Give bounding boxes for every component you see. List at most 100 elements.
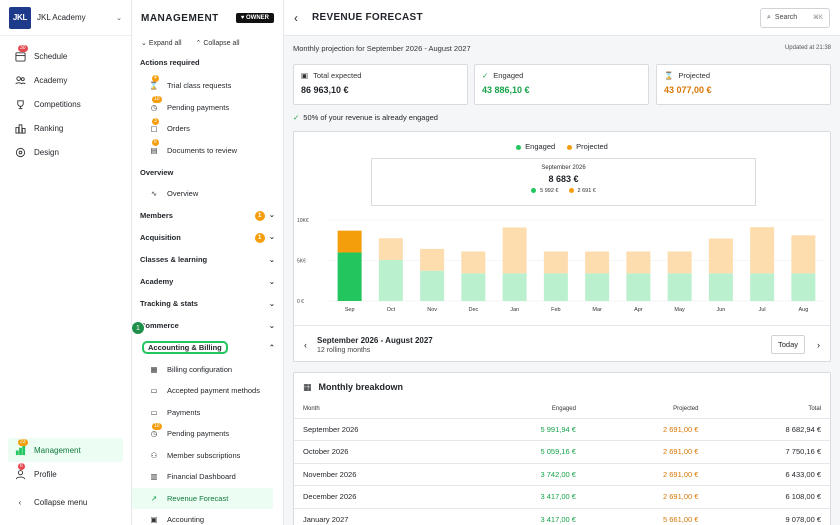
- legend-engaged: Engaged: [516, 142, 555, 151]
- document-icon: ▤ 6: [150, 139, 159, 155]
- chart-icon: 23: [14, 439, 28, 456]
- bar-projected-jan: [502, 227, 527, 274]
- hourglass-icon: ⌛: [664, 71, 674, 80]
- bar-engaged-apr: [626, 273, 651, 301]
- period-navigator: ‹ September 2026 - August 2027 12 rollin…: [294, 325, 830, 363]
- y-tick-label: 10K€: [297, 218, 309, 224]
- sidebar-item-management[interactable]: 23 Management: [8, 438, 123, 462]
- updated-time: Updated at 21:38: [784, 45, 831, 51]
- main-content: ‹ REVENUE FORECAST ⌕ Search ⌘K Monthly p…: [284, 0, 840, 525]
- collapse-menu-label: Collapse menu: [34, 497, 88, 507]
- bar-engaged-jan: [502, 273, 527, 301]
- sidebar-item-ranking[interactable]: Ranking: [0, 116, 131, 140]
- clock-icon: ◷ 10: [150, 422, 162, 439]
- legend-projected: Projected: [567, 142, 608, 151]
- owner-badge: ♥ OWNER: [235, 13, 274, 23]
- nav-pending-payments-billing[interactable]: ◷ 10 Pending payments: [132, 422, 283, 445]
- bar-projected-aug: [791, 235, 816, 274]
- nav-overview[interactable]: ∿ Overview: [132, 183, 283, 205]
- search-shortcut: ⌘K: [812, 15, 823, 21]
- prev-period-button[interactable]: ‹: [304, 339, 307, 350]
- bar-engaged-oct: [378, 260, 403, 301]
- profile-badge: 6: [18, 463, 25, 470]
- kpi-value: 86 963,10 €: [301, 85, 349, 95]
- today-button[interactable]: Today: [770, 335, 805, 354]
- bar-engaged-aug: [791, 273, 816, 301]
- nav-orders[interactable]: ▢ 3 Orders: [132, 117, 283, 140]
- sidebar-item-label: Ranking: [34, 123, 64, 133]
- search-label: Search: [774, 14, 798, 21]
- sidebar-item-profile[interactable]: 6 Profile: [0, 462, 131, 486]
- nav-billing-configuration[interactable]: ▦ Billing configuration: [132, 359, 283, 381]
- user-icon: 6: [14, 463, 26, 480]
- next-period-button[interactable]: ›: [817, 339, 820, 350]
- x-tick-label: Sep: [345, 307, 355, 313]
- section-acquisition[interactable]: Acquisition 1 ⌄: [140, 232, 275, 243]
- collapse-menu-button[interactable]: ‹ Collapse menu: [0, 490, 131, 514]
- nav-accounting[interactable]: ▣ Accounting: [132, 509, 283, 525]
- bar-projected-nov: [420, 248, 445, 271]
- period-label: September 2026 - August 2027: [317, 335, 433, 345]
- section-classes[interactable]: Classes & learning ⌄: [140, 255, 275, 264]
- forecast-bar-chart[interactable]: 0 € 5K€ 10K€ Sep Oct Nov Dec Jan Feb Mar Apr May Jun…: [294, 214, 832, 324]
- sidebar-item-schedule[interactable]: 30 Schedule: [0, 44, 131, 68]
- table-row: January 2027 3 417,00 €5 661,00 €9 078,00…: [294, 507, 830, 525]
- breakdown-table: Month Engaged Projected Total September …: [294, 401, 830, 525]
- calculator-icon: ▣: [150, 515, 158, 525]
- overview-heading: Overview: [140, 167, 174, 177]
- wallet-icon: ▭: [150, 386, 158, 396]
- trend-icon: ↗: [150, 493, 158, 503]
- bar-projected-jul: [750, 227, 775, 274]
- calendar-icon: 30: [14, 45, 28, 62]
- kpi-value: 43 886,10 €: [482, 85, 530, 95]
- nav-documents-to-review[interactable]: ▤ 6 Documents to review: [132, 139, 283, 162]
- bar-projected-jun: [708, 238, 733, 274]
- section-tracking[interactable]: Tracking & stats ⌄: [140, 299, 275, 308]
- nav-payments[interactable]: ▭ Payments: [132, 402, 283, 424]
- y-tick-label: 5K€: [297, 259, 306, 265]
- chart-legend: Engaged Projected: [294, 142, 830, 151]
- breakdown-title: Monthly breakdown: [318, 382, 404, 392]
- org-name: JKL Academy: [37, 13, 86, 22]
- users-icon: [14, 74, 26, 86]
- nav-trial-class-requests[interactable]: ⌛ 4 Trial class requests: [149, 74, 232, 91]
- collapse-all-button[interactable]: ⌃ Collapse all: [195, 40, 240, 47]
- back-button[interactable]: ‹: [294, 10, 298, 25]
- section-commerce[interactable]: Commerce ⌄: [140, 321, 275, 330]
- section-members[interactable]: Members 1 ⌄: [140, 210, 275, 221]
- nav-accepted-payment-methods[interactable]: ▭ Accepted payment methods: [132, 380, 283, 402]
- nav-pending-payments[interactable]: ◷ 10 Pending payments: [132, 96, 283, 119]
- sidebar-item-design[interactable]: Design: [0, 140, 131, 164]
- users-icon: ⚇: [150, 450, 158, 460]
- table-row: November 2026 3 742,00 €2 691,00 €6 433,0…: [294, 462, 830, 486]
- panel-title: MANAGEMENT: [141, 12, 219, 24]
- col-engaged: Engaged: [551, 406, 576, 413]
- expand-all-button[interactable]: ⌄ Expand all: [141, 40, 182, 47]
- bar-engaged-nov: [420, 270, 445, 301]
- sidebar-item-academy[interactable]: Academy: [0, 68, 131, 92]
- search-button[interactable]: ⌕ Search ⌘K: [760, 7, 830, 28]
- pulse-icon: ∿: [150, 189, 158, 199]
- bar-projected-dec: [461, 251, 486, 274]
- sidebar-item-competitions[interactable]: Competitions: [0, 92, 131, 116]
- chart-tooltip: September 2026 8 683 € 5 992 € 2 691 €: [371, 158, 756, 206]
- nav-financial-dashboard[interactable]: ▥ Financial Dashboard: [132, 466, 283, 488]
- main-sidebar: JKL JKL Academy ⌄ 30 Schedule Academy Co…: [0, 0, 132, 525]
- sidebar-item-label: Design: [34, 147, 59, 157]
- col-month: Month: [303, 406, 320, 413]
- chevron-left-icon: ‹: [18, 497, 22, 507]
- trophy-icon: [14, 98, 26, 110]
- nav-member-subscriptions[interactable]: ⚇ Member subscriptions: [132, 445, 283, 467]
- nav-revenue-forecast[interactable]: ↗ Revenue Forecast: [132, 487, 273, 509]
- sidebar-item-label: Management: [34, 445, 81, 455]
- sidebar-item-label: Competitions: [34, 99, 81, 109]
- x-tick-label: May: [674, 307, 685, 313]
- hourglass-icon: ⌛ 4: [149, 74, 159, 91]
- org-switcher[interactable]: JKL JKL Academy ⌄: [0, 0, 131, 36]
- kpi-engaged: ✓ Engaged 43 886,10 €: [474, 64, 649, 105]
- period-sub: 12 rolling months: [317, 346, 371, 354]
- x-tick-label: Feb: [551, 307, 560, 313]
- section-academy[interactable]: Academy ⌄: [140, 277, 275, 286]
- section-accounting-billing[interactable]: Accounting & Billing ⌃: [132, 337, 283, 359]
- y-tick-label: 0 €: [297, 299, 304, 305]
